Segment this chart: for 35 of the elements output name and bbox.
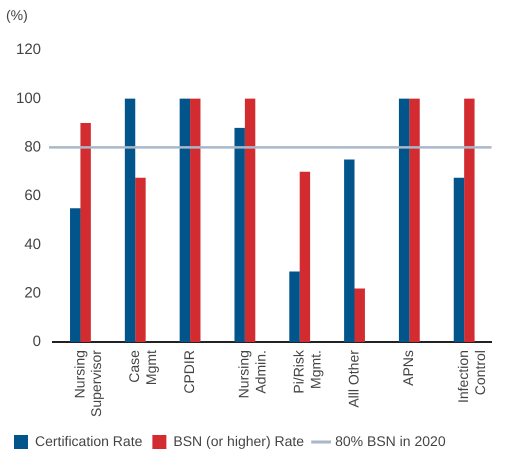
bar	[124, 98, 136, 342]
bar	[135, 178, 146, 342]
x-tick-label: Case Mgmt	[126, 350, 159, 386]
legend-label: 80% BSN in 2020	[335, 432, 446, 449]
y-tick-label: 100	[16, 90, 42, 107]
x-tick-label: Nursing Admin.	[236, 350, 269, 398]
y-tick-label: 0	[32, 333, 42, 350]
bar	[289, 271, 300, 342]
x-tick-label: CPDIR	[180, 350, 197, 394]
y-tick-label: 20	[24, 284, 42, 302]
x-tick-label: Alll Other	[345, 350, 362, 408]
x-tick-label: APNs	[400, 350, 416, 386]
bar	[234, 128, 245, 342]
bar	[300, 172, 310, 342]
legend-label: BSN (or higher) Rate	[173, 432, 304, 449]
y-tick-label: 80	[24, 138, 42, 156]
y-tick-label: 60	[24, 187, 42, 204]
x-tick-label: Infection Control	[455, 350, 488, 404]
bar	[180, 98, 190, 342]
bar	[398, 98, 410, 342]
y-axis-title: (%)	[6, 6, 28, 23]
x-tick-label: Nursing Supervisor	[71, 350, 104, 418]
bar	[354, 288, 365, 342]
bar	[454, 178, 464, 342]
bar	[244, 98, 256, 342]
x-tick-label: Pi/Risk Mgmt.	[290, 349, 324, 394]
bar	[464, 98, 475, 342]
y-tick-label: 40	[24, 236, 42, 253]
bar	[70, 208, 80, 342]
bar	[344, 160, 355, 342]
y-tick-label: 120	[16, 41, 42, 58]
bar	[80, 123, 91, 342]
bar	[409, 98, 420, 342]
legend-label: Certification Rate	[35, 432, 143, 449]
bar	[190, 98, 200, 342]
